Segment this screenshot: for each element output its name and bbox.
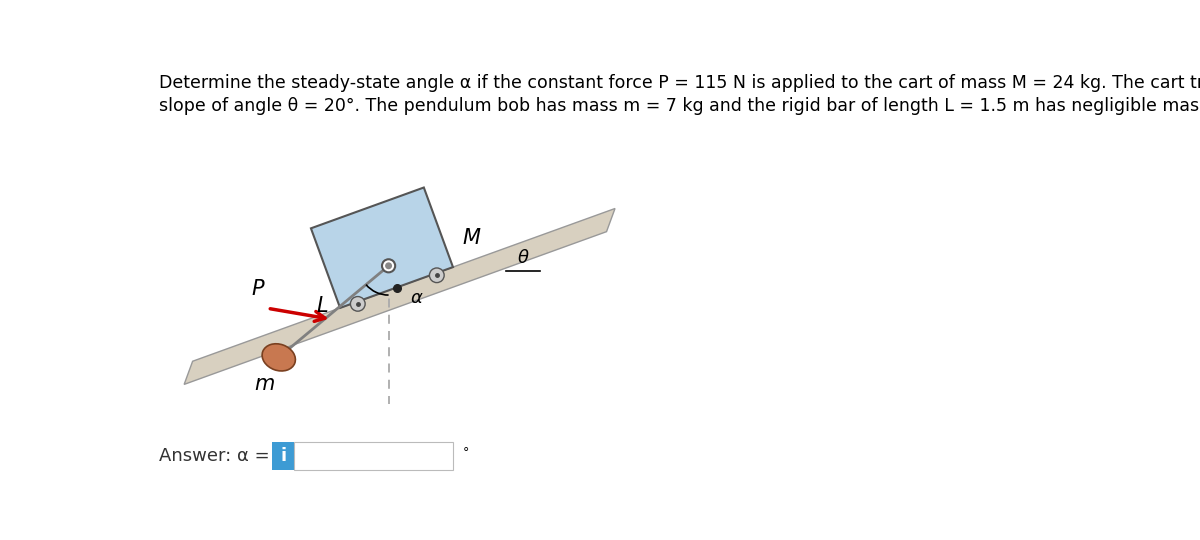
- Polygon shape: [311, 187, 452, 308]
- Text: °: °: [462, 446, 469, 458]
- Text: P: P: [252, 279, 264, 299]
- Circle shape: [430, 268, 444, 282]
- Circle shape: [382, 259, 395, 272]
- Ellipse shape: [262, 344, 295, 371]
- Bar: [272, 442, 294, 470]
- Polygon shape: [184, 208, 616, 384]
- Text: α: α: [410, 289, 422, 307]
- Text: i: i: [281, 447, 287, 465]
- Text: M: M: [462, 228, 480, 248]
- Text: θ: θ: [517, 249, 528, 267]
- Text: Determine the steady-state angle α if the constant force P = 115 N is applied to: Determine the steady-state angle α if th…: [160, 74, 1200, 92]
- Text: m: m: [254, 374, 275, 394]
- Text: L: L: [316, 296, 328, 316]
- Circle shape: [385, 262, 392, 269]
- Circle shape: [350, 296, 365, 311]
- Bar: [294, 442, 454, 470]
- Text: slope of angle θ = 20°. The pendulum bob has mass m = 7 kg and the rigid bar of : slope of angle θ = 20°. The pendulum bob…: [160, 97, 1200, 115]
- Text: Answer: α =: Answer: α =: [160, 447, 270, 465]
